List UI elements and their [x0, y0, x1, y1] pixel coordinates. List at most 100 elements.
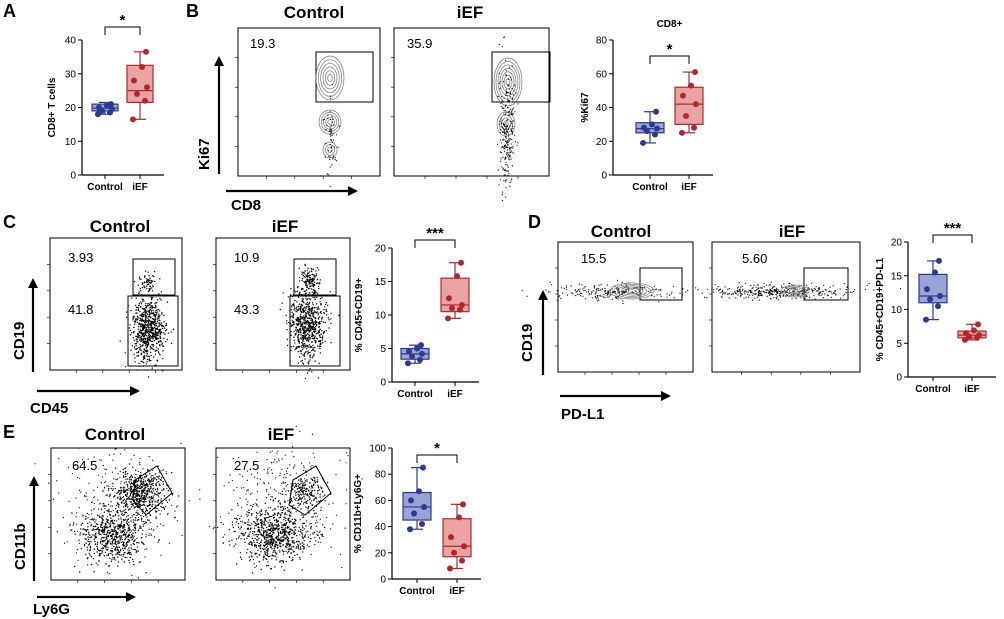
- event-dot: [512, 113, 514, 115]
- event-dot: [115, 535, 118, 537]
- event-dot: [845, 292, 847, 294]
- event-dot: [140, 329, 142, 332]
- event-dot: [122, 541, 124, 543]
- event-dot: [309, 359, 311, 361]
- event-dot: [116, 520, 118, 522]
- event-dot: [658, 301, 660, 303]
- event-dot: [570, 292, 573, 294]
- event-dot: [332, 157, 334, 159]
- event-dot: [140, 481, 143, 483]
- event-dot: [122, 544, 124, 546]
- event-dot: [616, 287, 618, 289]
- event-dot: [147, 329, 150, 331]
- event-dot: [305, 506, 307, 508]
- event-dot: [140, 306, 142, 308]
- event-dot: [278, 492, 280, 494]
- event-dot: [504, 133, 506, 135]
- event-dot: [147, 483, 149, 486]
- event-dot: [139, 278, 141, 280]
- event-dot: [148, 355, 150, 358]
- event-dot: [132, 319, 134, 321]
- event-dot: [112, 557, 114, 559]
- event-dot: [772, 286, 774, 288]
- event-dot: [298, 267, 300, 270]
- event-dot: [593, 287, 596, 289]
- event-dot: [298, 483, 301, 486]
- event-dot: [271, 538, 274, 540]
- event-dot: [163, 314, 165, 317]
- event-dot: [681, 293, 684, 295]
- event-dot: [297, 331, 300, 334]
- event-dot: [271, 558, 273, 560]
- event-dot: [116, 511, 118, 513]
- event-dot: [150, 330, 152, 332]
- event-dot: [152, 343, 154, 346]
- event-dot: [308, 490, 310, 492]
- event-dot: [147, 342, 149, 344]
- event-dot: [549, 281, 551, 283]
- event-dot: [156, 494, 158, 496]
- event-dot: [124, 505, 127, 507]
- event-dot: [141, 537, 143, 539]
- event-dot: [114, 527, 116, 529]
- event-dot: [306, 372, 309, 374]
- event-dot: [594, 293, 596, 295]
- event-dot: [264, 536, 266, 538]
- event-dot: [570, 285, 572, 287]
- event-dot: [305, 330, 307, 332]
- event-dot: [150, 491, 152, 493]
- event-dot: [308, 324, 310, 326]
- event-dot: [309, 282, 312, 284]
- event-dot: [304, 338, 307, 340]
- event-dot: [807, 287, 809, 289]
- event-dot: [301, 462, 303, 464]
- event-dot: [311, 516, 313, 518]
- arrowhead-icon: [130, 386, 140, 396]
- event-dot: [133, 454, 135, 456]
- event-dot: [124, 519, 127, 521]
- event-dot: [302, 354, 304, 356]
- event-dot: [681, 287, 684, 289]
- event-dot: [316, 278, 319, 281]
- event-dot: [139, 487, 141, 489]
- event-dot: [258, 534, 260, 536]
- event-dot: [146, 343, 148, 346]
- event-dot: [324, 321, 326, 324]
- event-dot: [274, 507, 276, 509]
- event-dot: [260, 568, 262, 571]
- event-dot: [311, 504, 313, 506]
- event-dot: [135, 497, 138, 500]
- event-dot: [286, 338, 288, 341]
- event-dot: [319, 297, 322, 300]
- event-dot: [305, 344, 307, 346]
- event-dot: [320, 499, 322, 501]
- event-dot: [234, 517, 236, 520]
- event-dot: [138, 478, 140, 480]
- event-dot: [308, 283, 310, 285]
- event-dot: [104, 473, 107, 475]
- event-dot: [250, 504, 252, 507]
- event-dot: [321, 330, 323, 332]
- event-dot: [308, 322, 310, 324]
- event-dot: [119, 470, 121, 472]
- event-dot: [119, 340, 121, 342]
- event-dot: [604, 287, 606, 289]
- contour-line: [613, 283, 651, 299]
- event-dot: [515, 92, 517, 94]
- event-dot: [124, 535, 127, 537]
- event-dot: [757, 290, 759, 292]
- event-dot: [125, 544, 128, 546]
- event-dot: [503, 131, 506, 133]
- event-dot: [498, 184, 500, 186]
- event-dot: [312, 304, 314, 306]
- event-dot: [111, 519, 113, 521]
- event-dot: [313, 512, 316, 515]
- event-dot: [277, 505, 279, 508]
- event-dot: [152, 529, 155, 531]
- event-dot: [151, 290, 154, 292]
- event-dot: [108, 523, 111, 525]
- event-dot: [117, 524, 119, 526]
- event-dot: [97, 528, 100, 531]
- event-dot: [732, 293, 735, 295]
- event-dot: [108, 454, 110, 456]
